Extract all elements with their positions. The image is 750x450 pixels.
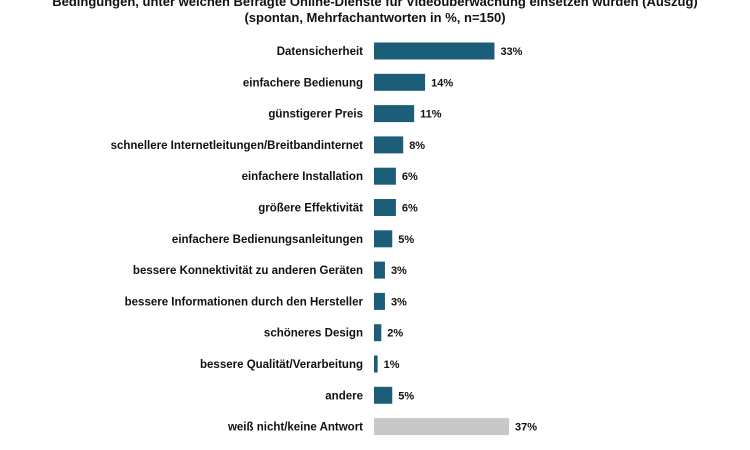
bar — [374, 292, 385, 310]
bar — [374, 418, 510, 436]
bar — [374, 261, 385, 279]
category-label: weiß nicht/keine Antwort — [227, 422, 363, 434]
bar — [374, 355, 378, 373]
bar — [374, 386, 393, 404]
bar — [374, 42, 495, 60]
value-label: 5% — [398, 234, 414, 246]
category-label: schnellere Internetleitungen/Breitbandin… — [111, 140, 364, 152]
category-label: bessere Konnektivität zu anderen Geräten — [133, 265, 363, 277]
bar — [374, 230, 393, 248]
value-label: 3% — [391, 296, 407, 308]
value-label: 2% — [387, 328, 403, 340]
value-label: 6% — [402, 203, 418, 215]
value-label: 11% — [420, 109, 442, 121]
chart-title: Bedingungen, unter welchen Befragte Onli… — [52, 0, 698, 9]
value-label: 3% — [391, 265, 407, 277]
bar — [374, 199, 396, 216]
value-label: 33% — [500, 46, 522, 58]
category-label: schöneres Design — [264, 328, 363, 340]
bar — [374, 73, 426, 91]
value-label: 8% — [409, 140, 425, 152]
category-label: Datensicherheit — [277, 46, 363, 58]
category-label: größere Effektivität — [258, 203, 363, 215]
value-label: 5% — [398, 390, 414, 402]
value-label: 6% — [402, 171, 418, 183]
value-label: 37% — [515, 422, 537, 434]
category-label: andere — [325, 390, 363, 402]
category-label: einfachere Bedienungsanleitungen — [172, 234, 363, 246]
bar — [374, 105, 415, 123]
category-label: einfachere Bedienung — [243, 77, 363, 89]
category-label: einfachere Installation — [242, 171, 363, 183]
chart-subtitle: (spontan, Mehrfachantworten in %, n=150) — [244, 10, 506, 25]
value-label: 14% — [431, 77, 453, 89]
bars-group: Datensicherheit 33% einfachere Bedienung 14… — [111, 42, 537, 436]
category-label: günstigerer Preis — [268, 109, 363, 121]
bar — [374, 167, 396, 185]
category-label: bessere Informationen durch den Herstell… — [125, 296, 364, 308]
value-label: 1% — [384, 359, 400, 371]
bar — [374, 136, 404, 154]
bar — [374, 324, 382, 342]
category-label: bessere Qualität/Verarbeitung — [200, 359, 363, 371]
